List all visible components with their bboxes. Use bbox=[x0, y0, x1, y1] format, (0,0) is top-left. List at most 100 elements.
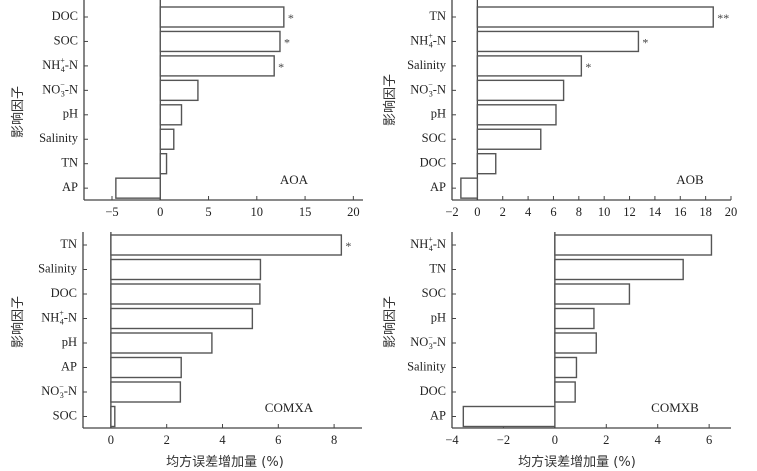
bar-aob-4 bbox=[476, 104, 557, 126]
significance-marker: * bbox=[288, 11, 294, 25]
bar-comxb-2 bbox=[554, 283, 631, 305]
x-tick-label: −2 bbox=[445, 205, 458, 219]
bar-aob-2 bbox=[476, 55, 583, 77]
category-label: TN bbox=[429, 9, 446, 23]
category-label: pH bbox=[63, 107, 78, 121]
category-label: AP bbox=[430, 408, 446, 422]
bar-comxa-3 bbox=[110, 307, 254, 330]
x-tick-label: 16 bbox=[674, 205, 687, 219]
category-label: SOC bbox=[53, 408, 77, 422]
category-label: DOC bbox=[420, 384, 446, 398]
panel-label: AOB bbox=[676, 172, 704, 187]
category-label: TN bbox=[61, 156, 78, 170]
x-tick-label: 15 bbox=[299, 205, 312, 219]
category-label: Salinity bbox=[407, 58, 447, 72]
bar-aob-7 bbox=[460, 177, 479, 199]
bar-aoa-7 bbox=[115, 177, 161, 199]
significance-marker: * bbox=[278, 60, 284, 74]
category-label: NO− 3-N bbox=[41, 382, 77, 400]
y-axis-title: 影响因子 bbox=[10, 86, 26, 138]
x-tick-label: 12 bbox=[623, 205, 636, 219]
bar-comxb-3 bbox=[554, 307, 595, 330]
bar-comxa-0 bbox=[110, 234, 343, 256]
category-label: NH+ 4-N bbox=[41, 308, 77, 326]
bar-aoa-3 bbox=[159, 79, 199, 102]
category-label: pH bbox=[431, 310, 446, 324]
category-label: TN bbox=[429, 261, 446, 275]
significance-marker: * bbox=[345, 239, 351, 253]
bar-aoa-2 bbox=[159, 55, 275, 77]
x-tick-label: −2 bbox=[497, 433, 510, 447]
panel-label: COMXA bbox=[265, 400, 314, 415]
category-label: SOC bbox=[422, 131, 446, 145]
bar-aoa-4 bbox=[159, 104, 183, 126]
category-label: AP bbox=[61, 359, 77, 373]
category-label: DOC bbox=[420, 156, 446, 170]
bar-comxa-2 bbox=[110, 283, 261, 305]
bar-aoa-5 bbox=[159, 128, 175, 150]
bar-comxb-5 bbox=[554, 356, 578, 379]
x-tick-label: 0 bbox=[108, 433, 114, 447]
bar-aob-3 bbox=[476, 79, 565, 102]
x-tick-label: 8 bbox=[331, 433, 337, 447]
bar-aob-0 bbox=[476, 6, 714, 28]
significance-marker: * bbox=[585, 60, 591, 74]
x-tick-label: 10 bbox=[598, 205, 611, 219]
x-axis-title: 均方误差增加量 (%) bbox=[166, 454, 284, 470]
category-label: NO− 3-N bbox=[410, 333, 446, 351]
x-tick-label: 5 bbox=[205, 205, 211, 219]
x-tick-label: −4 bbox=[445, 433, 459, 447]
x-tick-label: 6 bbox=[706, 433, 712, 447]
y-axis-title: 影响因子 bbox=[382, 296, 398, 348]
bar-comxa-4 bbox=[110, 332, 213, 354]
bar-aoa-1 bbox=[159, 30, 281, 53]
bar-comxb-6 bbox=[554, 381, 576, 403]
category-label: SOC bbox=[54, 33, 78, 47]
x-tick-label: 20 bbox=[725, 205, 738, 219]
x-tick-label: 10 bbox=[251, 205, 264, 219]
x-tick-label: 18 bbox=[699, 205, 712, 219]
bar-comxa-5 bbox=[110, 356, 182, 379]
bar-aoa-0 bbox=[159, 6, 285, 28]
category-label: Salinity bbox=[39, 131, 79, 145]
category-label: NO− 3-N bbox=[42, 80, 78, 98]
bar-aob-1 bbox=[476, 30, 640, 53]
category-label: TN bbox=[60, 237, 77, 251]
category-label: Salinity bbox=[407, 359, 447, 373]
x-tick-label: 0 bbox=[474, 205, 480, 219]
x-tick-label: 0 bbox=[157, 205, 163, 219]
significance-marker: * bbox=[284, 35, 290, 49]
x-axis-title: 均方误差增加量 (%) bbox=[518, 454, 636, 470]
x-tick-label: 14 bbox=[649, 205, 662, 219]
significance-marker: ** bbox=[717, 11, 729, 25]
x-tick-label: 4 bbox=[219, 433, 226, 447]
bar-comxb-1 bbox=[554, 258, 684, 281]
significance-marker: * bbox=[642, 35, 648, 49]
category-label: NO− 3-N bbox=[410, 80, 446, 98]
bar-comxa-7 bbox=[110, 405, 116, 428]
category-label: AP bbox=[430, 180, 446, 194]
x-tick-label: 2 bbox=[164, 433, 170, 447]
category-label: DOC bbox=[51, 286, 77, 300]
x-tick-label: 2 bbox=[500, 205, 506, 219]
panel-label: AOA bbox=[280, 172, 309, 187]
bar-comxb-7 bbox=[462, 405, 556, 428]
x-tick-label: 0 bbox=[552, 433, 558, 447]
x-tick-label: 4 bbox=[655, 433, 662, 447]
category-label: NH+ 4-N bbox=[42, 56, 78, 74]
bar-aoa-6 bbox=[159, 152, 168, 175]
bar-aob-6 bbox=[476, 152, 497, 175]
category-label: NH+ 4-N bbox=[410, 235, 446, 253]
x-tick-label: 6 bbox=[275, 433, 281, 447]
panel-label: COMXB bbox=[651, 400, 699, 415]
bar-comxa-6 bbox=[110, 381, 182, 403]
category-label: Salinity bbox=[38, 261, 78, 275]
category-label: pH bbox=[62, 335, 77, 349]
x-tick-label: 6 bbox=[550, 205, 556, 219]
bar-comxb-4 bbox=[554, 332, 597, 354]
category-label: NH+ 4-N bbox=[410, 31, 446, 49]
x-tick-label: 2 bbox=[603, 433, 609, 447]
x-tick-label: 20 bbox=[347, 205, 360, 219]
y-axis-title: 影响因子 bbox=[382, 74, 398, 126]
